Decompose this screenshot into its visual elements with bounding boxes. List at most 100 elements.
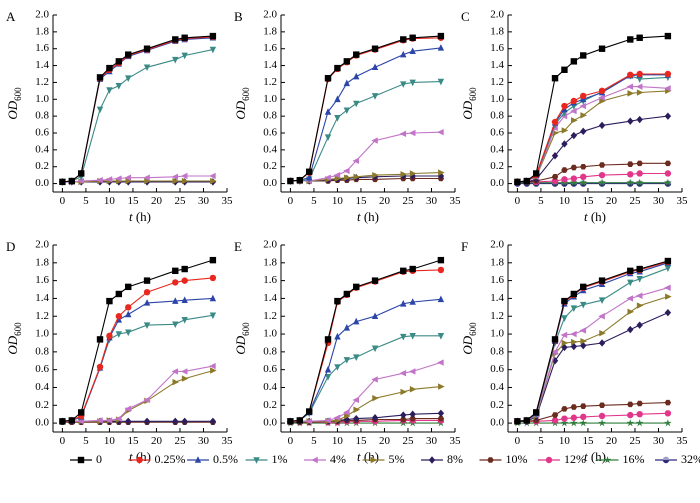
series-line [290, 37, 441, 182]
data-point [409, 410, 416, 418]
data-point [599, 97, 606, 105]
data-point [598, 277, 606, 284]
y-tick-label: 1.2 [35, 310, 49, 322]
data-point [343, 409, 350, 416]
data-point [579, 327, 587, 334]
legend-label: 10% [506, 452, 528, 466]
x-tick-label: 10 [332, 195, 344, 207]
series-0p25pct [287, 266, 445, 425]
data-point [371, 45, 379, 52]
data-point [334, 364, 341, 371]
data-point [353, 72, 360, 80]
data-point [533, 409, 540, 416]
data-point [551, 152, 559, 160]
data-point [664, 308, 672, 317]
x-tick-label: 30 [198, 435, 210, 447]
data-point [334, 332, 341, 340]
y-tick-label: 1.0 [263, 328, 277, 340]
y-tick-label: 0.0 [263, 417, 277, 429]
panel-F: F 0.0 0.2 0.4 0.6 0.8 1.0 1.2 1.4 1.6 1.8 2.0 0 5 10 15… [460, 239, 688, 464]
data-point [181, 52, 188, 60]
data-point [181, 265, 188, 273]
legend-item: 8% [421, 452, 463, 466]
data-point [181, 296, 188, 304]
data-point [124, 174, 132, 181]
data-point [627, 36, 634, 43]
data-point [598, 339, 606, 347]
data-point [636, 410, 643, 418]
data-point [324, 174, 331, 181]
data-point [324, 336, 332, 343]
data-point [181, 317, 188, 324]
y-axis-title: OD600 [5, 322, 23, 355]
series-line [62, 297, 213, 422]
data-point [115, 415, 122, 422]
data-point [626, 178, 635, 186]
data-point [68, 177, 76, 185]
data-point [105, 176, 113, 183]
data-point [96, 363, 104, 371]
data-point [551, 412, 559, 418]
data-point [172, 267, 179, 275]
x-tick-label: 15 [355, 195, 367, 207]
data-point [627, 308, 635, 315]
data-point [144, 177, 151, 185]
series-1pct [514, 265, 672, 426]
x-tick-label: 15 [582, 195, 594, 207]
y-tick-label: 1.6 [490, 42, 504, 54]
data-point [561, 176, 568, 183]
y-tick-label: 1.6 [35, 274, 49, 286]
legend-marker [545, 456, 553, 464]
data-point [181, 277, 188, 284]
y-tick-label: 1.8 [35, 256, 49, 268]
data-point [96, 74, 104, 81]
y-tick-label: 2.0 [35, 9, 49, 21]
x-tick-label: 30 [426, 435, 438, 447]
data-point [334, 297, 341, 305]
x-tick-label: 25 [174, 435, 186, 447]
y-tick-label: 0.2 [35, 160, 49, 172]
y-tick-label: 1.8 [35, 25, 49, 37]
series-line [290, 35, 441, 182]
data-point [598, 402, 606, 409]
data-point [579, 178, 588, 186]
x-tick-label: 0 [515, 435, 521, 447]
y-tick-label: 0.2 [35, 399, 49, 411]
data-point [352, 396, 360, 404]
y-tick-label: 1.0 [35, 328, 49, 340]
y-tick-label: 0.6 [263, 363, 277, 375]
data-point [664, 284, 671, 291]
series-0p25pct [59, 33, 217, 186]
data-point [171, 368, 179, 375]
x-tick-label: 0 [288, 195, 294, 207]
data-point [580, 127, 587, 136]
data-point [408, 368, 416, 375]
data-point [209, 256, 217, 264]
y-tick-label: 1.6 [35, 42, 49, 54]
x-tick-label: 0 [288, 435, 294, 447]
data-point [334, 115, 341, 122]
data-point [561, 167, 568, 173]
legend-item: 4% [304, 452, 346, 466]
x-tick-label: 5 [538, 195, 544, 207]
y-tick-label: 1.0 [490, 93, 504, 105]
y-tick-label: 0.2 [490, 160, 504, 172]
data-point [561, 315, 568, 322]
panel-label: D [6, 239, 15, 254]
y-tick-label: 1.4 [490, 59, 504, 71]
panel-label: C [461, 9, 470, 24]
data-point [580, 173, 587, 181]
data-point [598, 162, 606, 168]
data-point [306, 168, 313, 175]
data-point [143, 45, 151, 52]
data-point [353, 414, 360, 423]
y-tick-label: 1.8 [490, 256, 504, 268]
data-point [571, 338, 578, 346]
y-tick-label: 1.2 [490, 76, 504, 88]
data-point [598, 94, 605, 101]
data-point [570, 131, 578, 140]
data-point [400, 411, 407, 419]
data-point [334, 64, 341, 72]
data-point [437, 256, 445, 264]
y-tick-label: 2.0 [490, 9, 504, 21]
